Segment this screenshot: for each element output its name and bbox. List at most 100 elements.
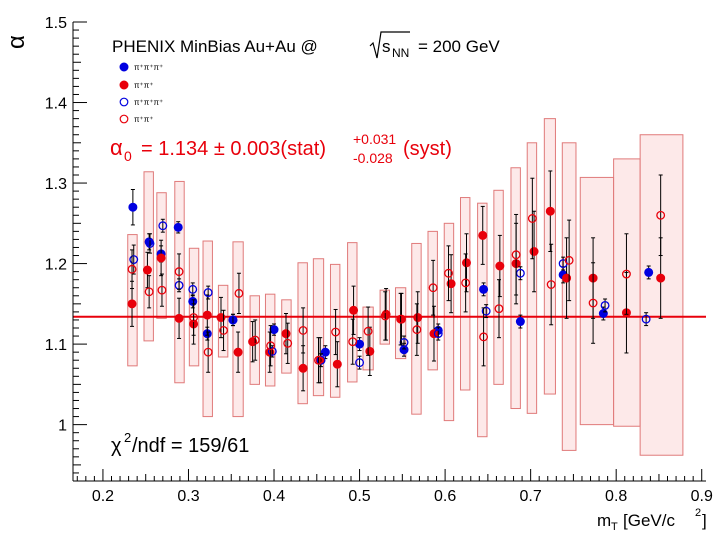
fit-alpha-sub: 0 xyxy=(124,148,132,164)
x-axis-sub: T xyxy=(611,521,618,533)
y-tick-label: 1.3 xyxy=(45,176,67,193)
data-point xyxy=(494,304,504,314)
data-point xyxy=(598,309,608,319)
data-point xyxy=(479,332,489,342)
data-point xyxy=(641,314,651,324)
legend-marker xyxy=(119,97,129,107)
data-points xyxy=(127,170,666,392)
data-point xyxy=(144,287,154,297)
data-point xyxy=(644,267,654,277)
data-point xyxy=(478,230,488,240)
data-point xyxy=(156,253,166,263)
legend-label: π⁺π⁺ xyxy=(134,81,153,90)
data-point xyxy=(281,329,291,339)
data-point xyxy=(461,258,471,268)
data-point xyxy=(233,347,243,357)
fit-syst-down: -0.028 xyxy=(353,150,393,166)
data-point xyxy=(219,325,229,335)
data-point xyxy=(529,247,539,256)
data-point xyxy=(158,221,168,231)
data-point xyxy=(320,347,330,357)
data-point xyxy=(348,337,358,347)
data-point xyxy=(412,325,422,335)
legend-marker xyxy=(119,114,129,124)
chi2-sup: 2 xyxy=(124,430,131,445)
data-point xyxy=(656,210,666,220)
data-point xyxy=(515,317,525,327)
chi2-value: /ndf = 159/61 xyxy=(132,435,249,457)
data-point xyxy=(189,313,199,322)
legend-marker xyxy=(119,80,129,90)
data-point xyxy=(188,284,198,294)
plot-frame xyxy=(72,22,706,482)
data-point xyxy=(316,355,326,365)
fit-syst-up: +0.031 xyxy=(353,131,396,147)
data-point xyxy=(298,363,308,373)
data-point xyxy=(600,301,610,310)
annotation-text: PHENIX MinBias Au+Au @ xyxy=(112,37,318,56)
fit-result: α 0 = 1.134 ± 0.003(stat) +0.031 -0.028 … xyxy=(110,131,452,166)
syst-box-1 xyxy=(143,171,154,342)
x-axis-title: m xyxy=(597,511,611,530)
data-point xyxy=(173,222,183,232)
data-point xyxy=(298,325,308,335)
legend: π⁺π⁺π⁺π⁺π⁺π⁺π⁺π⁺π⁺π⁺ xyxy=(119,62,163,124)
data-point xyxy=(355,358,365,368)
sqrt-sign xyxy=(369,31,410,59)
x-axis-unit-close: ] xyxy=(702,511,707,530)
data-point xyxy=(349,305,359,315)
fit-syst-label: (syst) xyxy=(403,138,452,160)
axis-ticks: 0.2 0.3 0.4 0.5 0.6 0.7 0.8 0.9 1 1.1 1.2 1.3 1.4 1.5 xyxy=(45,15,713,505)
data-point xyxy=(127,264,137,274)
data-point xyxy=(546,280,556,289)
syst-box-20 xyxy=(443,222,455,422)
y-axis-label: α xyxy=(3,35,30,49)
annotation-value: = 200 GeV xyxy=(418,37,500,56)
data-point xyxy=(446,279,456,289)
data-point xyxy=(266,341,276,351)
data-point xyxy=(511,250,521,260)
data-point xyxy=(380,311,390,321)
y-tick-label: 1.4 xyxy=(45,96,67,113)
data-point xyxy=(331,327,341,337)
systematic-boxes xyxy=(127,118,684,456)
x-tick-label: 0.4 xyxy=(263,488,285,505)
data-point xyxy=(174,313,184,323)
data-point xyxy=(129,255,139,265)
x-tick-label: 0.6 xyxy=(434,488,456,505)
sqrt-s-nn: s NN = 200 GeV xyxy=(369,31,500,60)
x-tick-label: 0.9 xyxy=(691,488,713,505)
data-point xyxy=(203,288,213,298)
data-point xyxy=(332,359,342,369)
data-point xyxy=(283,338,293,348)
data-point xyxy=(228,315,238,325)
syst-box-22 xyxy=(477,202,488,438)
data-point xyxy=(588,298,598,308)
data-point xyxy=(269,325,279,335)
data-point xyxy=(314,355,323,365)
data-point xyxy=(157,285,167,295)
y-tick-label: 1.5 xyxy=(45,15,67,32)
fit-alpha-symbol: α xyxy=(110,135,123,160)
data-point xyxy=(433,329,443,339)
x-tick-label: 0.5 xyxy=(348,488,370,505)
data-point xyxy=(444,268,453,278)
data-point xyxy=(128,202,138,212)
legend-marker xyxy=(119,62,129,72)
data-point xyxy=(250,335,260,345)
data-point xyxy=(495,261,505,271)
syst-box-25 xyxy=(526,142,538,414)
data-point xyxy=(621,269,631,279)
y-tick-label: 1.2 xyxy=(45,257,67,274)
legend-label: π⁺π⁺π⁺ xyxy=(134,63,163,72)
data-point xyxy=(202,310,212,320)
x-tick-label: 0.8 xyxy=(605,488,627,505)
data-point xyxy=(564,255,574,265)
y-tick-label: 1.1 xyxy=(45,337,67,354)
syst-box-29 xyxy=(613,158,641,427)
data-point xyxy=(267,346,277,356)
legend-label: π⁺π⁺ xyxy=(134,115,153,124)
syst-box-26 xyxy=(543,118,556,395)
x-tick-label: 0.3 xyxy=(177,488,199,505)
syst-box-7 xyxy=(232,241,244,418)
